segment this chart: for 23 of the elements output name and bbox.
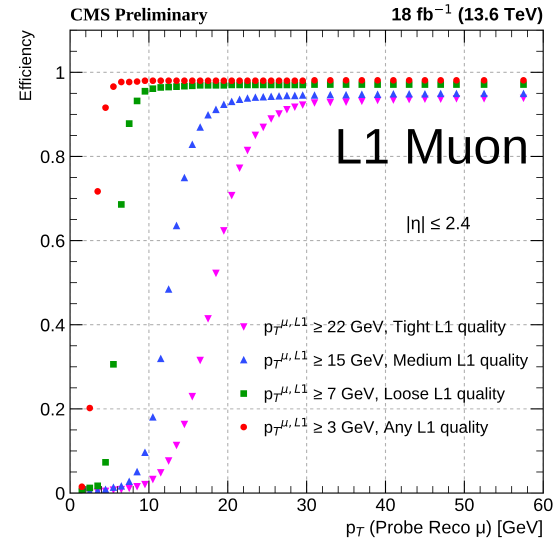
x-tick-label: 50 [455, 498, 474, 512]
y-tick-label: 0.8 [40, 150, 64, 164]
legend-label: p$_{T}$$^{μ,L1}$ ≥ 15 GeV, Medium L1 quality [264, 350, 528, 370]
x-axis-title: p$_{T}$ (Probe Reco μ) [GeV] [346, 520, 542, 538]
x-tick-label: 10 [140, 498, 158, 512]
legend-label: p$_{T}$$^{μ,L1}$ ≥ 22 GeV, Tight L1 quality [264, 317, 506, 336]
x-tick-label: 60 [534, 498, 553, 512]
x-tick-label: 30 [297, 498, 316, 512]
x-tick-label: 20 [218, 498, 238, 512]
y-tick-label: 0.6 [40, 234, 64, 248]
y-axis-title: Efficiency [19, 30, 35, 100]
x-tick-label: 40 [376, 498, 395, 512]
y-tick-label: 0 [56, 486, 64, 500]
chart-subtitle: 18 fb$^{−1}$ (13.6 TeV) [392, 4, 542, 24]
y-tick-label: 0.2 [40, 402, 64, 416]
annotation: L1 Muon [338, 129, 526, 164]
annotation: |η| ≤ 2.4 [408, 216, 470, 234]
legend-label: p$_{T}$$^{μ,L1}$ ≥ 3 GeV, Any L1 quality [264, 418, 488, 436]
y-tick-label: 1 [56, 66, 64, 79]
legend-label: p$_{T}$$^{μ,L1}$ ≥ 7 GeV, Loose L1 quality [264, 384, 505, 403]
x-tick-label: 0 [66, 498, 74, 512]
y-tick-label: 0.4 [40, 318, 65, 332]
chart-title: CMS Preliminary [70, 8, 208, 24]
